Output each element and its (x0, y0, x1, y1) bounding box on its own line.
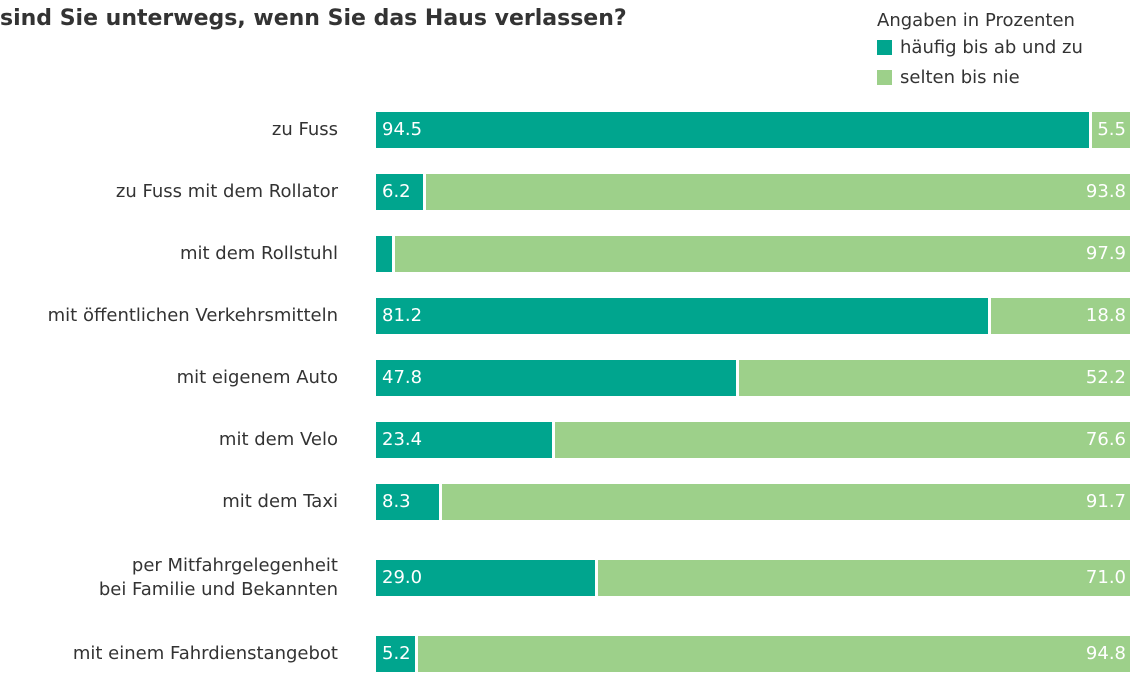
bar-segment (425, 174, 1130, 210)
bar-segment (555, 422, 1130, 458)
category-label: mit dem Taxi (222, 491, 338, 512)
category-label: mit dem Velo (218, 429, 338, 450)
value-label: 23.4 (382, 429, 423, 450)
bar-segment (376, 484, 439, 520)
value-label: 91.7 (1085, 491, 1126, 512)
bar-segment (376, 560, 595, 596)
value-label: 94.8 (1085, 643, 1126, 664)
category-label: zu Fuss (271, 119, 338, 140)
bar-segment (376, 112, 1089, 148)
legend-label: selten bis nie (900, 67, 1020, 88)
category-label: per Mitfahrgelegenheit bei Familie und B… (98, 555, 338, 600)
value-label: 8.3 (382, 491, 411, 512)
value-label: 18.8 (1085, 305, 1126, 326)
bar-segment (597, 560, 1130, 596)
category-label: mit öffentlichen Verkehrsmitteln (47, 305, 338, 326)
bar-segment (394, 236, 1130, 272)
bar-segment (991, 298, 1130, 334)
value-label: 71.0 (1085, 567, 1126, 588)
bar-segment (376, 298, 989, 334)
legend-title: Angaben in Prozenten (877, 10, 1075, 31)
bar-segment (376, 422, 553, 458)
bar-segment (376, 236, 392, 272)
category-label: mit eigenem Auto (176, 367, 338, 388)
legend-label: häufig bis ab und zu (900, 37, 1083, 58)
value-label: 29.0 (382, 567, 423, 588)
value-label: 76.6 (1085, 429, 1126, 450)
legend-swatch (877, 40, 892, 55)
chart-title: sind Sie unterwegs, wenn Sie das Haus ve… (0, 6, 627, 31)
value-label: 94.5 (382, 119, 423, 140)
bar-segment (418, 636, 1130, 672)
value-label: 81.2 (382, 305, 423, 326)
bar-segment (376, 636, 416, 672)
value-label: 5.2 (382, 643, 411, 664)
value-label: 5.5 (1097, 119, 1126, 140)
category-label: mit dem Rollstuhl (179, 243, 338, 264)
bar-segment (441, 484, 1130, 520)
bar-segment (1091, 112, 1130, 148)
value-label: 52.2 (1085, 367, 1126, 388)
bar-segment (376, 174, 423, 210)
bar-segment (739, 360, 1130, 396)
value-label: 93.8 (1085, 181, 1126, 202)
bar-segment (376, 360, 737, 396)
category-label: zu Fuss mit dem Rollator (115, 181, 338, 202)
value-label: 47.8 (382, 367, 423, 388)
category-label: mit einem Fahrdienstangebot (72, 643, 338, 664)
value-label: 97.9 (1085, 243, 1126, 264)
legend-swatch (877, 70, 892, 85)
value-label: 6.2 (382, 181, 411, 202)
